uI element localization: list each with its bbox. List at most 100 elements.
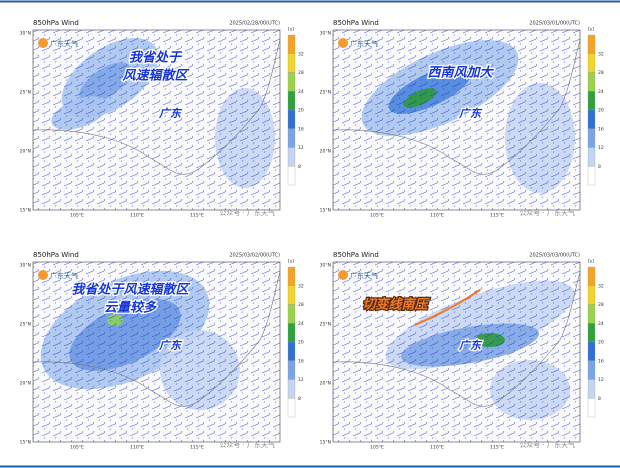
colorbar-cell	[287, 304, 296, 324]
logo-icon	[338, 38, 348, 48]
colorbar-tick: 28	[298, 70, 304, 76]
colorbar-cell	[287, 285, 296, 305]
colorbar-unit: [s]	[288, 259, 294, 265]
lat-label: 25°N	[20, 322, 31, 328]
watermark: 公众号 · 广东天气	[219, 440, 275, 449]
colorbar-tick: 8	[598, 396, 601, 402]
colorbar-tick: 24	[298, 89, 304, 95]
lat-label: 15°N	[320, 208, 331, 214]
map-panel: 850hPa Wind 2025/03/03/00(UTC) 30°N 25°N 20°…	[320, 251, 604, 451]
colorbar-tick: 20	[598, 108, 604, 114]
lon-label: 115°E	[190, 213, 204, 219]
annotation: 我省处于	[129, 50, 183, 66]
colorbar-cell	[587, 323, 596, 343]
wind-barbs	[333, 30, 580, 210]
colorbar-tick: 24	[298, 321, 304, 327]
lat-label: 25°N	[320, 90, 331, 96]
colorbar-tick: 32	[298, 51, 304, 57]
colorbar-cell	[287, 398, 296, 418]
colorbar-tick: 20	[298, 340, 304, 346]
region-label: 广东	[158, 107, 183, 120]
colorbar-unit: [s]	[588, 259, 594, 265]
lat-label: 25°N	[320, 322, 331, 328]
colorbar-cell	[587, 109, 596, 129]
colorbar-tick: 24	[598, 321, 604, 327]
logo-text: 广东天气	[350, 39, 378, 48]
colorbar-cell	[287, 379, 296, 399]
lon-label: 105°E	[70, 445, 84, 451]
colorbar-tick: 12	[598, 145, 604, 151]
lat-label: 15°N	[20, 208, 31, 214]
colorbar-tick: 16	[298, 358, 304, 364]
colorbar-cell	[587, 379, 596, 399]
logo-text: 广东天气	[50, 271, 78, 280]
lat-label: 25°N	[20, 90, 31, 96]
colorbar-cell	[587, 360, 596, 380]
colorbar-unit: [s]	[288, 27, 294, 33]
wind-barbs	[33, 30, 280, 210]
lon-label: 110°E	[130, 445, 144, 451]
colorbar-cell	[587, 398, 596, 418]
lon-label: 110°E	[130, 213, 144, 219]
colorbar-unit: [s]	[588, 27, 594, 33]
panel-title: 850hPa Wind	[33, 251, 79, 259]
map-panel: 850hPa Wind 2025/03/02/00(UTC) 30°N 25°N 20°…	[20, 251, 304, 451]
panel-time: 2025/02/28/00(UTC)	[229, 21, 280, 27]
colorbar-tick: 32	[598, 283, 604, 289]
colorbar-tick: 8	[298, 396, 301, 402]
lon-label: 105°E	[370, 213, 384, 219]
lon-label: 105°E	[70, 213, 84, 219]
colorbar-cell	[287, 147, 296, 167]
colorbar-tick: 12	[298, 145, 304, 151]
annotation: 我省处于风速辐散区	[71, 282, 190, 298]
colorbar-cell	[287, 360, 296, 380]
colorbar-tick: 20	[598, 340, 604, 346]
lat-label: 30°N	[320, 263, 331, 269]
watermark: 公众号 · 广东天气	[219, 208, 275, 217]
colorbar-tick: 16	[598, 126, 604, 132]
lat-label: 20°N	[20, 149, 31, 155]
colorbar-tick: 12	[598, 377, 604, 383]
colorbar-cell	[287, 34, 296, 54]
colorbar-cell	[287, 72, 296, 92]
map-panel: 850hPa Wind 2025/02/28/00(UTC) 30°N 25°N 20°…	[20, 19, 304, 219]
lon-label: 110°E	[430, 445, 444, 451]
colorbar-cell	[587, 166, 596, 186]
lon-label: 115°E	[190, 445, 204, 451]
colorbar-tick: 32	[598, 51, 604, 57]
lat-label: 20°N	[320, 149, 331, 155]
wind-barbs	[33, 262, 280, 442]
region-label: 广东	[158, 339, 183, 352]
lon-label: 115°E	[490, 213, 504, 219]
annotation: 云量较多	[104, 300, 157, 316]
lat-label: 20°N	[20, 381, 31, 387]
colorbar-cell	[587, 266, 596, 286]
panel-title: 850hPa Wind	[333, 19, 379, 27]
annotation: 西南风加大	[427, 65, 494, 81]
region-label: 广东	[458, 107, 483, 120]
colorbar-cell	[287, 341, 296, 361]
colorbar-cell	[587, 341, 596, 361]
colorbar-cell	[587, 53, 596, 73]
panel-time: 2025/03/02/00(UTC)	[229, 253, 280, 259]
colorbar-cell	[587, 304, 596, 324]
lat-label: 30°N	[20, 263, 31, 269]
colorbar-cell	[287, 166, 296, 186]
lat-label: 30°N	[20, 31, 31, 37]
shear-line	[414, 289, 481, 326]
colorbar-cell	[287, 266, 296, 286]
colorbar-cell	[287, 91, 296, 111]
lat-label: 15°N	[20, 440, 31, 446]
panel-time: 2025/03/01/00(UTC)	[529, 21, 580, 27]
panel-time: 2025/03/03/00(UTC)	[529, 253, 580, 259]
logo-icon	[38, 270, 48, 280]
colorbar-tick: 16	[598, 358, 604, 364]
logo-icon	[38, 38, 48, 48]
lat-label: 30°N	[320, 31, 331, 37]
colorbar-cell	[287, 323, 296, 343]
annotation: 切变线南压	[362, 297, 430, 313]
lat-label: 15°N	[320, 440, 331, 446]
colorbar-tick: 16	[298, 126, 304, 132]
colorbar-tick: 24	[598, 89, 604, 95]
colorbar-cell	[287, 53, 296, 73]
